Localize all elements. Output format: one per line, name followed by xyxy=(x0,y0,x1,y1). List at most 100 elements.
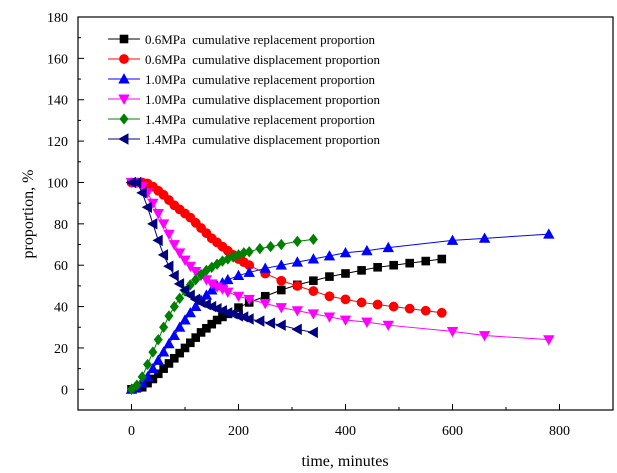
data-point xyxy=(179,284,190,296)
data-point xyxy=(259,299,271,310)
data-point xyxy=(437,254,447,264)
data-point xyxy=(325,272,334,281)
series-3 xyxy=(125,228,555,394)
legend-item: 0.6MPa cumulative replacement proportion xyxy=(108,32,375,47)
x-tick-label: 200 xyxy=(228,424,249,439)
series-5 xyxy=(126,233,318,395)
legend-marker xyxy=(119,34,129,44)
data-point xyxy=(244,246,254,258)
data-point xyxy=(147,362,159,374)
y-axis-title: proportion, % xyxy=(20,170,37,259)
data-point xyxy=(232,269,245,281)
data-point xyxy=(234,303,243,312)
data-point xyxy=(153,369,163,379)
legend-label: 1.4MPa cumulative replacement proportion xyxy=(145,112,375,127)
data-point xyxy=(309,276,318,286)
y-tick-label: 60 xyxy=(54,259,68,274)
data-point xyxy=(276,238,286,251)
data-point xyxy=(148,346,158,358)
series-line xyxy=(131,181,442,314)
data-point xyxy=(132,379,142,391)
series-1 xyxy=(127,254,447,394)
data-point xyxy=(191,333,200,342)
data-point xyxy=(232,291,245,303)
data-point xyxy=(175,348,184,358)
x-tick-label: 800 xyxy=(549,424,570,439)
y-tick-label: 100 xyxy=(47,176,68,191)
legend-marker xyxy=(119,113,129,125)
data-point xyxy=(164,310,174,322)
data-point xyxy=(168,240,181,251)
data-point xyxy=(291,256,304,267)
data-point xyxy=(404,303,415,314)
series-layer xyxy=(125,176,555,395)
data-point xyxy=(372,299,383,310)
data-point xyxy=(292,280,303,291)
series-line xyxy=(131,233,549,390)
y-tick-label: 40 xyxy=(54,301,68,316)
y-tick-label: 160 xyxy=(47,52,68,67)
data-point xyxy=(339,315,352,326)
data-point xyxy=(275,303,288,314)
data-point xyxy=(307,253,320,264)
data-point xyxy=(341,269,350,278)
data-point xyxy=(308,233,318,246)
data-point xyxy=(276,275,287,286)
data-point xyxy=(179,314,191,325)
legend-label: 1.4MPa cumulative displacement proportio… xyxy=(145,132,381,147)
data-point xyxy=(191,274,201,286)
data-point xyxy=(157,219,170,230)
legend: 0.6MPa cumulative replacement proportion… xyxy=(108,32,381,147)
data-point xyxy=(420,305,431,316)
data-point xyxy=(170,353,179,363)
data-point xyxy=(163,229,175,241)
data-point xyxy=(373,262,382,272)
data-point xyxy=(339,246,352,258)
axis-ticks: 0 200 400 600 800 0 20 40 60 80 100 120 140 160 180 xyxy=(47,11,614,439)
data-point xyxy=(147,218,158,230)
data-point xyxy=(254,315,265,327)
data-point xyxy=(264,317,276,329)
data-point xyxy=(446,326,459,338)
x-tick-label: 0 xyxy=(128,424,135,439)
legend-item: 1.0MPa cumulative displacement proportio… xyxy=(108,92,381,107)
legend-marker xyxy=(118,73,130,84)
data-point xyxy=(275,259,288,270)
data-point xyxy=(276,285,286,295)
data-point xyxy=(222,287,234,298)
data-point xyxy=(543,228,555,239)
data-point xyxy=(421,256,431,266)
data-point xyxy=(137,371,147,383)
data-point xyxy=(382,320,395,332)
legend-label: 0.6MPa cumulative displacement proportio… xyxy=(145,52,381,67)
data-point xyxy=(173,321,186,332)
data-point xyxy=(189,300,202,312)
data-point xyxy=(307,326,318,339)
data-point xyxy=(152,354,164,365)
data-point xyxy=(180,343,190,353)
legend-marker xyxy=(118,133,129,145)
data-point xyxy=(307,309,320,320)
data-point xyxy=(163,337,175,349)
data-point xyxy=(357,266,366,275)
legend-marker xyxy=(119,54,129,64)
data-point xyxy=(168,269,179,282)
y-tick-label: 180 xyxy=(47,11,68,26)
data-point xyxy=(478,331,491,342)
data-point xyxy=(152,209,164,220)
data-point xyxy=(323,250,336,261)
data-point xyxy=(324,291,335,302)
y-tick-label: 140 xyxy=(47,94,68,109)
legend-item: 0.6MPa cumulative displacement proportio… xyxy=(108,52,381,67)
data-point xyxy=(131,176,142,189)
data-point xyxy=(388,301,399,312)
y-tick-label: 80 xyxy=(54,218,68,233)
data-point xyxy=(200,289,213,300)
y-tick-label: 0 xyxy=(61,383,68,398)
data-point xyxy=(243,266,255,277)
x-tick-label: 400 xyxy=(335,424,356,439)
data-point xyxy=(323,312,336,323)
data-point xyxy=(173,248,186,259)
legend-item: 1.0MPa cumulative replacement proportion xyxy=(108,72,375,87)
data-point xyxy=(291,323,302,336)
